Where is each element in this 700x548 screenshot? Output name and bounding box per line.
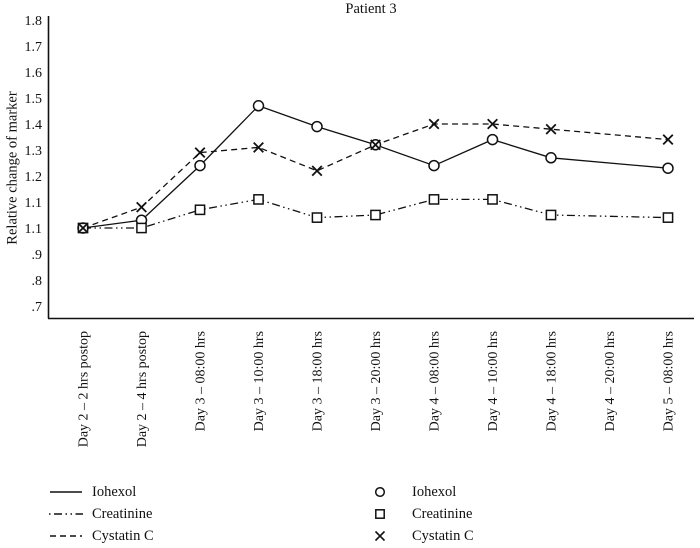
marker-square-creatinine (662, 212, 674, 223)
y-tick-label: 1.1 (25, 196, 43, 211)
y-tick-label: .7 (32, 300, 43, 315)
y-tick-label: 1.2 (25, 170, 43, 185)
marker-circle-iohexol (194, 159, 206, 172)
x-tick-label: Day 2 – 2 hrs postop (76, 331, 91, 447)
series-line-creatinine (83, 198, 669, 229)
series-line-iohexol (82, 105, 669, 229)
x-tick-label: Day 4 – 08:00 hrs (427, 331, 442, 431)
legend-item-iohexol-line: Iohexol (48, 481, 154, 503)
marker-x-cystatin-c (428, 118, 440, 130)
marker-circle-iohexol (252, 100, 265, 112)
x-tick-label: Day 4 – 10:00 hrs (486, 331, 501, 431)
marker-x-cystatin-c (487, 118, 498, 130)
marker-x-cystatin-c (311, 165, 323, 177)
legend-label: Creatinine (92, 505, 153, 522)
marker-x-cystatin-c (370, 139, 381, 151)
x-tick-label: Day 5 – 08:00 hrs (661, 331, 676, 431)
marker-square-creatinine (194, 204, 206, 216)
x-tick-label: Day 3 – 20:00 hrs (369, 331, 384, 431)
marker-square-creatinine (545, 209, 557, 221)
marker-circle-iohexol (662, 162, 674, 174)
marker-x-cystatin-c (662, 134, 674, 146)
x-tick-label: Day 4 – 18:00 hrs (544, 331, 559, 431)
square-marker-icon (375, 509, 385, 519)
marker-x-cystatin-c (253, 141, 264, 153)
y-tick-label: 1.5 (25, 92, 43, 107)
marker-x-cystatin-c (77, 222, 89, 234)
y-tick-label: 1.8 (25, 14, 43, 29)
marker-circle-iohexol (545, 152, 557, 164)
y-tick-label: 1.7 (25, 40, 43, 55)
y-tick-label: .9 (32, 248, 43, 263)
marker-x-cystatin-c (194, 147, 206, 159)
circle-marker-icon (374, 486, 386, 498)
legend-label: Creatinine (412, 505, 473, 522)
marker-x-cystatin-c (545, 123, 557, 135)
x-tick-label: Day 3 – 18:00 hrs (310, 331, 325, 431)
y-tick-label: 1.4 (25, 118, 43, 133)
legend-line-styles: Iohexol Creatinine Cystatin C (48, 481, 154, 547)
x-marker-icon (374, 530, 386, 542)
x-tick-label: Day 2 – 4 hrs postop (135, 331, 150, 447)
y-tick-label: .8 (32, 274, 43, 289)
marker-square-creatinine (370, 209, 381, 221)
y-tick-label: 1.3 (25, 144, 43, 159)
x-tick-label: Day 3 – 10:00 hrs (252, 331, 267, 431)
marker-square-creatinine (487, 194, 498, 205)
plot-area: 1.8 1.7 1.6 1.5 1.4 1.3 1.2 1.1 1.1 .9 .8 .7 Day 2 –… (25, 14, 694, 447)
legend-item-iohexol-marker: Iohexol (368, 481, 474, 503)
series-line-cystatin-c (82, 123, 669, 229)
legend-label: Cystatin C (92, 527, 154, 544)
marker-circle-iohexol (428, 159, 440, 172)
chart-title: Patient 3 (345, 1, 397, 17)
dashed-line-sample-icon (50, 535, 82, 537)
x-tick-label: Day 4 – 20:00 hrs (603, 331, 618, 431)
y-tick-label: 1.1 (25, 222, 43, 237)
marker-square-creatinine (136, 222, 147, 234)
marker-x-cystatin-c (136, 201, 147, 213)
solid-line-sample-icon (50, 491, 82, 493)
y-tick-label: 1.6 (25, 66, 43, 81)
legend-item-creatinine-line: Creatinine (48, 503, 154, 525)
legend-marker-styles: Iohexol Creatinine Cystatin C (368, 481, 474, 547)
marker-square-creatinine (428, 194, 440, 205)
legend-label: Cystatin C (412, 527, 474, 544)
marker-circle-iohexol (486, 133, 499, 146)
legend-item-cystatinc-line: Cystatin C (48, 525, 154, 547)
legend-item-cystatinc-marker: Cystatin C (368, 525, 474, 547)
marker-square-creatinine (311, 212, 323, 223)
legend-item-creatinine-marker: Creatinine (368, 503, 474, 525)
marker-square-creatinine (253, 194, 264, 205)
x-tick-label: Day 3 – 08:00 hrs (193, 331, 208, 431)
legend-label: Iohexol (412, 483, 457, 500)
legend-label: Iohexol (92, 483, 137, 500)
dash-dot-dot-line-sample-icon (49, 513, 83, 515)
marker-circle-iohexol (311, 120, 323, 133)
